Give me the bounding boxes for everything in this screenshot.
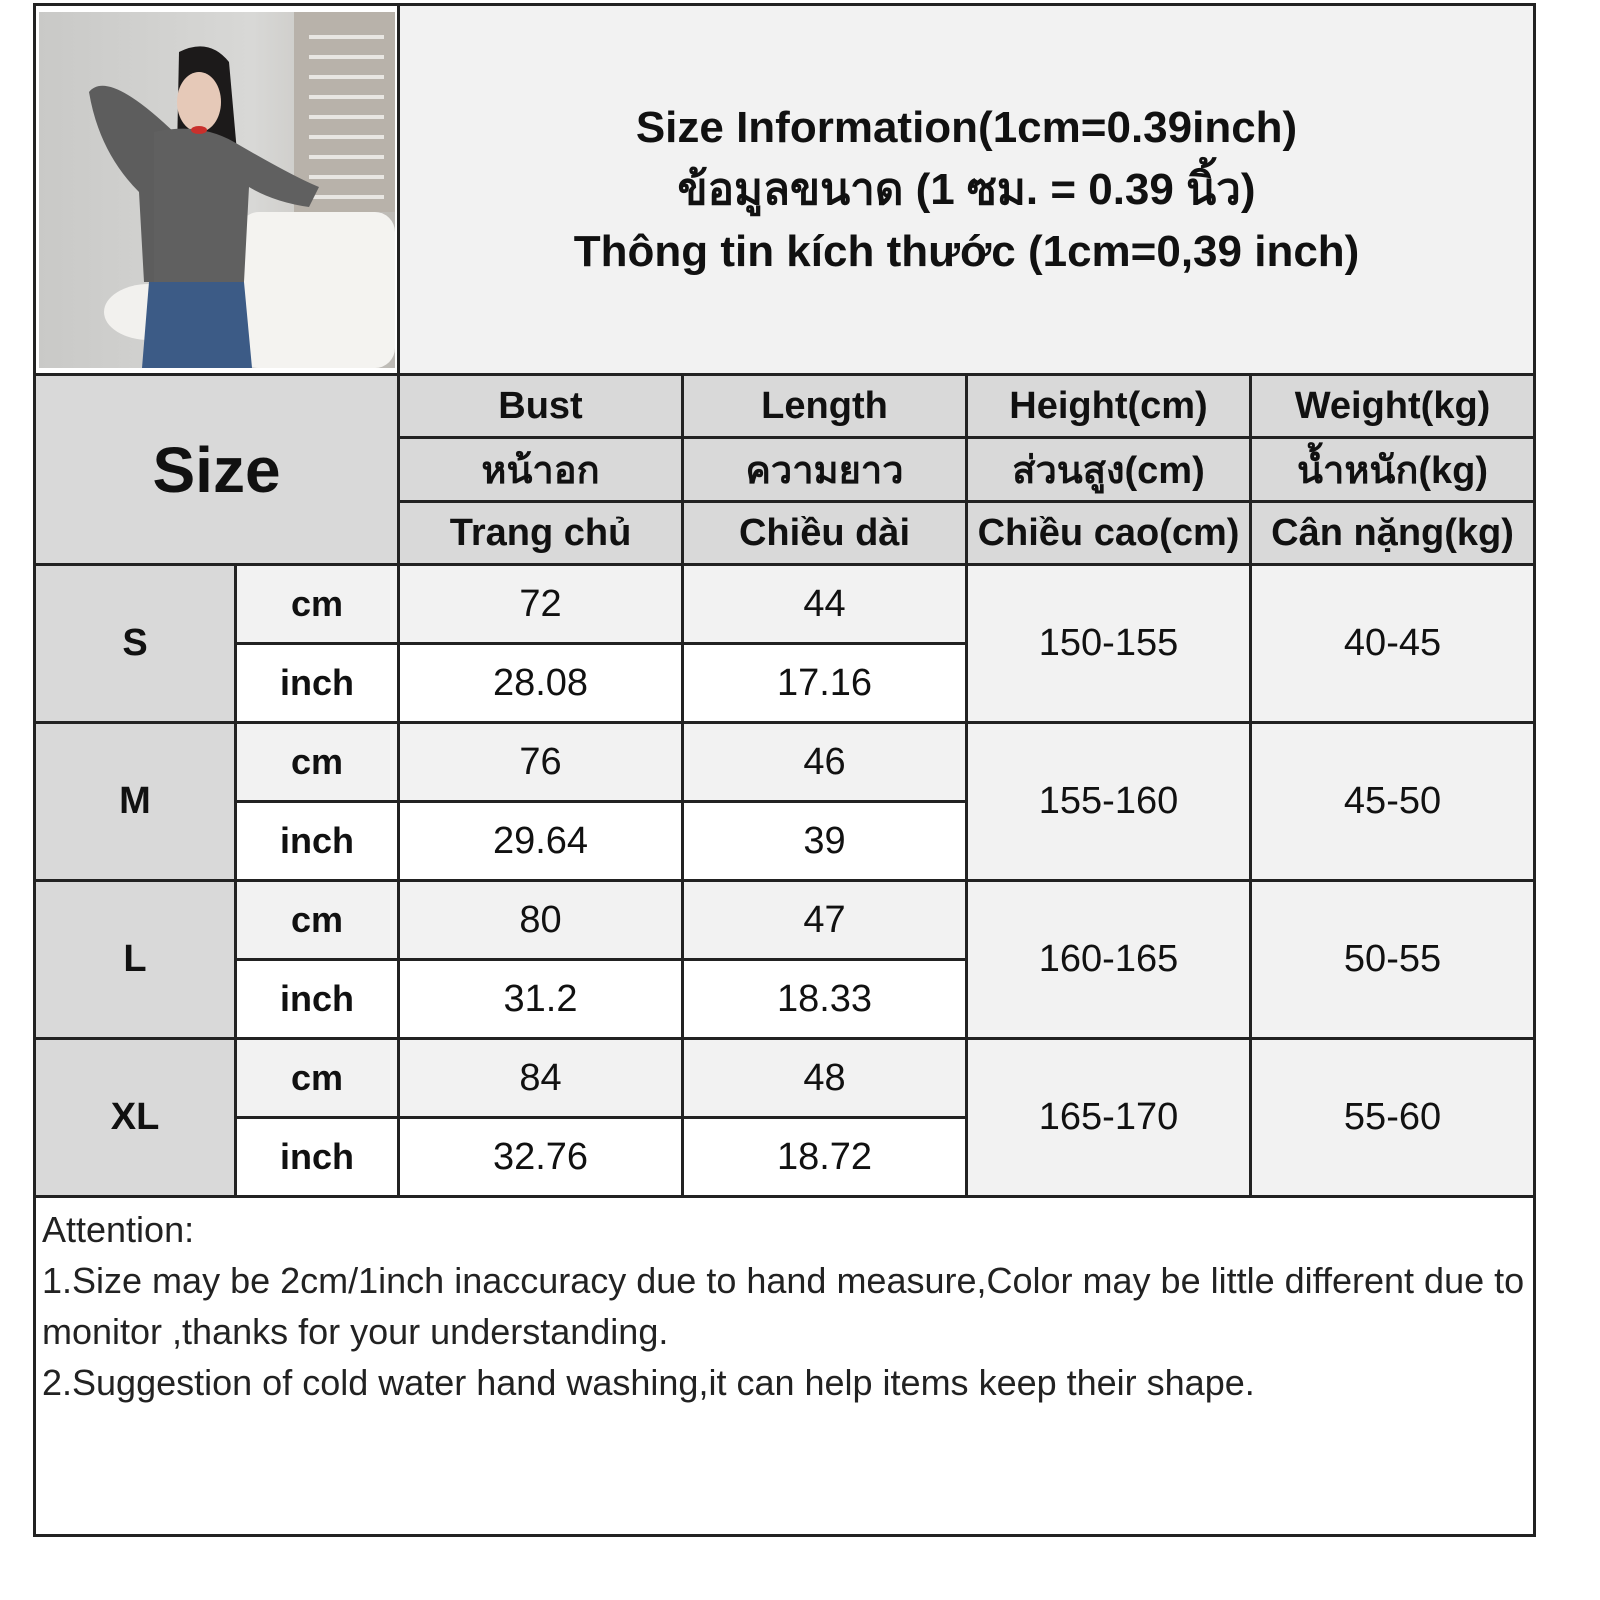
unit-cm: cm [234,563,400,645]
bust-inch: 29.64 [397,800,684,882]
size-row-inch: inch 29.64 39 [35,800,1535,882]
column-header-bust-th: หน้าอก [397,436,684,503]
unit-cm: cm [234,879,400,961]
attention-notes: Attention: 1.Size may be 2cm/1inch inacc… [32,1195,1537,1537]
size-row-inch: inch 32.76 18.72 [35,1116,1535,1198]
bust-cm: 80 [397,879,684,961]
unit-inch: inch [234,800,400,882]
size-row-inch: inch 28.08 17.16 [35,642,1535,724]
length-inch: 18.72 [681,1116,968,1198]
bust-cm: 76 [397,721,684,803]
title-english: Size Information(1cm=0.39inch) [635,102,1298,152]
height-range: 150-155 [965,563,1252,724]
unit-cm: cm [234,1037,400,1119]
bust-cm: 84 [397,1037,684,1119]
weight-range: 50-55 [1248,879,1537,1040]
column-header-height-en: Height(cm) [965,373,1252,439]
unit-inch: inch [234,958,400,1040]
size-label: M [33,721,237,882]
title-vietnamese: Thông tin kích thước (1cm=0,39 inch) [573,226,1360,276]
length-inch: 39 [681,800,968,882]
product-photo-cell [33,3,400,376]
length-inch: 17.16 [681,642,968,724]
bust-inch: 28.08 [397,642,684,724]
column-header-height-vi: Chiều cao(cm) [965,500,1252,566]
bust-inch: 32.76 [397,1116,684,1198]
column-header-weight-th: น้ำหนัก(kg) [1248,436,1537,503]
attention-note-2: 2.Suggestion of cold water hand washing,… [42,1362,1255,1403]
column-header-length-vi: Chiều dài [681,500,968,566]
height-range: 165-170 [965,1037,1252,1198]
column-header-length-en: Length [681,373,968,439]
length-inch: 18.33 [681,958,968,1040]
product-photo [39,11,395,368]
column-header-weight-en: Weight(kg) [1248,373,1537,439]
title-cell: Size Information(1cm=0.39inch) ข้อมูลขนา… [396,3,1537,376]
column-header-weight-vi: Cân nặng(kg) [1248,500,1537,566]
weight-range: 40-45 [1248,563,1537,724]
attention-heading: Attention: [42,1209,195,1250]
size-row: S cm 72 44 150-155 40-45 [33,563,1537,724]
unit-inch: inch [234,1116,400,1198]
size-label: XL [33,1037,237,1198]
unit-inch: inch [234,642,400,724]
height-range: 160-165 [965,879,1252,1040]
size-chart: Size Information(1cm=0.39inch) ข้อมูลขนา… [32,3,1537,1537]
size-row: L cm 80 47 160-165 50-55 [33,879,1537,1040]
length-cm: 47 [681,879,968,961]
column-header-height-th: ส่วนสูง(cm) [965,436,1252,503]
weight-range: 45-50 [1248,721,1537,882]
bust-inch: 31.2 [397,958,684,1040]
attention-note-1: 1.Size may be 2cm/1inch inaccuracy due t… [42,1260,1525,1352]
size-row-inch: inch 31.2 18.33 [35,958,1535,1040]
size-table: Size Information(1cm=0.39inch) ข้อมูลขนา… [32,3,1537,1537]
column-header-bust-vi: Trang chủ [397,500,684,566]
size-row: XL cm 84 48 165-170 55-60 [33,1037,1537,1198]
length-cm: 44 [681,563,968,645]
size-header: Size [33,373,400,566]
column-header-length-th: ความยาว [681,436,968,503]
length-cm: 46 [681,721,968,803]
height-range: 155-160 [965,721,1252,882]
length-cm: 48 [681,1037,968,1119]
weight-range: 55-60 [1248,1037,1537,1198]
size-label: L [33,879,237,1040]
size-label: S [33,563,237,724]
bust-cm: 72 [397,563,684,645]
model-illustration [89,11,395,368]
size-row: M cm 76 46 155-160 45-50 [33,721,1537,882]
title-thai: ข้อมูลขนาด (1 ซม. = 0.39 นิ้ว) [677,164,1256,214]
column-header-bust-en: Bust [397,373,684,439]
unit-cm: cm [234,721,400,803]
